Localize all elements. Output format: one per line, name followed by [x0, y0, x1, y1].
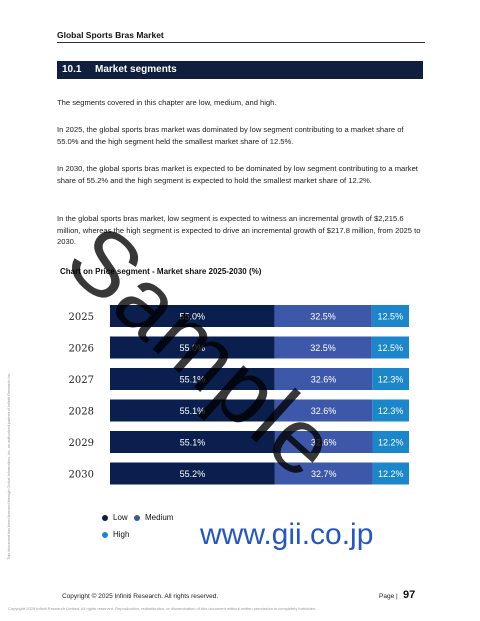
data-label-medium-2025: 32.5%	[310, 312, 336, 322]
data-label-medium-2028: 32.6%	[311, 406, 337, 416]
data-label-medium-2030: 32.7%	[311, 469, 337, 479]
data-label-high-2027: 12.3%	[378, 375, 404, 385]
bar-segment-medium-2027	[274, 368, 373, 390]
data-label-high-2029: 12.2%	[378, 438, 404, 448]
legend-marker-low	[102, 514, 108, 521]
data-label-low-2030: 55.2%	[180, 469, 206, 479]
legend-marker-medium	[134, 514, 140, 521]
data-label-low-2027: 55.1%	[180, 375, 206, 385]
section-heading-bar: 10.1 Market segments	[57, 61, 423, 79]
category-label-2028: 2028	[69, 407, 94, 418]
paragraph-2030-share: In 2030, the global sports bras market i…	[57, 164, 418, 185]
category-label-2029: 2029	[69, 438, 94, 449]
data-label-low-2026: 55.0%	[179, 343, 205, 353]
license-side-note: This document has been licensed through …	[7, 372, 11, 560]
bar-segment-medium-2029	[274, 431, 373, 453]
footer-page-label: Page |	[379, 593, 398, 600]
legend-item-low: Low	[102, 513, 128, 522]
legend-item-medium: Medium	[134, 513, 173, 522]
paragraph-2025-share: In 2025, the global sports bras market w…	[57, 125, 404, 146]
paragraph-incremental-growth: In the global sports bras market, low se…	[57, 214, 421, 246]
bar-segment-high-2027	[372, 368, 409, 390]
bar-segment-low-2028	[110, 399, 275, 422]
data-label-medium-2026: 32.5%	[310, 343, 336, 353]
section-number: 10.1	[62, 64, 82, 75]
data-label-low-2029: 55.1%	[180, 438, 206, 448]
data-label-high-2028: 12.3%	[378, 406, 404, 416]
paragraph-segments-covered: The segments covered in this chapter are…	[57, 98, 277, 107]
category-label-2025: 2025	[69, 312, 94, 323]
bar-segment-medium-2025	[274, 305, 372, 327]
legend-label-high: High	[113, 530, 130, 539]
data-label-low-2025: 55.0%	[179, 312, 205, 322]
data-label-high-2026: 12.5%	[378, 343, 404, 353]
bar-segment-low-2030	[110, 462, 275, 485]
publisher-url-watermark: www.gii.co.jp	[200, 518, 374, 551]
data-label-medium-2027: 32.6%	[311, 375, 337, 385]
bar-segment-high-2026	[371, 336, 409, 359]
bar-segment-medium-2030	[274, 462, 373, 485]
bar-segment-medium-2026	[274, 336, 372, 359]
category-label-2027: 2027	[69, 375, 94, 386]
legend-label-low: Low	[113, 513, 128, 522]
category-label-2026: 2026	[69, 344, 94, 355]
legend-label-medium: Medium	[145, 513, 174, 522]
bar-segment-high-2030	[372, 462, 409, 485]
footer-disclaimer: Copyright 2025 Infiniti Research Limited…	[8, 606, 317, 611]
bar-segment-low-2026	[110, 336, 275, 359]
data-label-high-2025: 12.5%	[378, 312, 404, 322]
chart-title: Chart on Price segment - Market share 20…	[60, 267, 262, 276]
footer-copyright: Copyright © 2025 Infiniti Research. All …	[62, 593, 219, 600]
footer-page-number: 97	[403, 589, 416, 601]
header-rule	[57, 42, 425, 43]
bar-segment-high-2028	[372, 399, 409, 422]
legend-marker-high	[102, 531, 108, 538]
legend-item-high: High	[102, 530, 129, 539]
bar-segment-low-2025	[110, 305, 275, 327]
section-title: Market segments	[95, 64, 177, 75]
data-label-low-2028: 55.1%	[180, 406, 206, 416]
bar-segment-high-2025	[371, 305, 409, 327]
bar-segment-high-2029	[372, 431, 409, 453]
stacked-bar-chart: 2025 55.0% 32.5% 12.5% 2026 55.0% 32.5% 12.5% 20…	[69, 305, 409, 485]
running-head: Global Sports Bras Market	[57, 30, 164, 40]
bar-segment-medium-2028	[274, 399, 373, 422]
category-label-2030: 2030	[69, 470, 94, 481]
data-label-high-2030: 12.2%	[378, 469, 404, 479]
bar-segment-low-2027	[110, 368, 275, 390]
data-label-medium-2029: 32.6%	[311, 438, 337, 448]
bar-segment-low-2029	[110, 431, 275, 453]
